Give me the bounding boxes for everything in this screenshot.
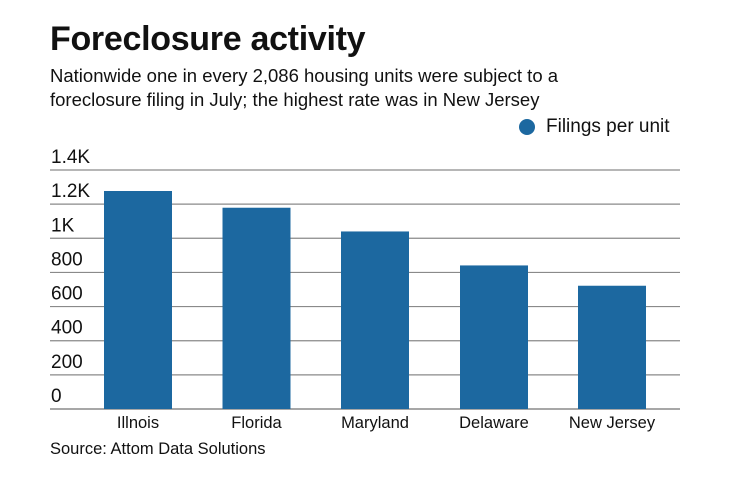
legend-label: Filings per unit xyxy=(546,116,670,137)
y-tick-label: 1.4K xyxy=(51,147,90,168)
legend: Filings per unit xyxy=(519,116,670,138)
x-tick-label: Maryland xyxy=(341,414,409,432)
bar-new-jersey xyxy=(578,285,646,409)
x-tick-label: Delaware xyxy=(459,414,529,432)
x-tick-label: Florida xyxy=(231,414,282,432)
y-tick-label: 0 xyxy=(51,386,62,407)
subtitle-line-1: Nationwide one in every 2,086 housing un… xyxy=(50,65,559,86)
y-tick-label: 400 xyxy=(51,318,83,339)
bar-illnois xyxy=(104,190,172,409)
x-tick-label: Illnois xyxy=(117,414,159,432)
y-tick-label: 800 xyxy=(51,249,83,270)
y-tick-label: 1K xyxy=(51,215,75,236)
subtitle-line-2: foreclosure filing in July; the highest … xyxy=(50,89,540,110)
y-tick-label: 1.2K xyxy=(51,181,90,202)
y-tick-label: 200 xyxy=(51,352,83,373)
source-note: Source: Attom Data Solutions xyxy=(50,440,266,458)
y-tick-label: 600 xyxy=(51,284,83,305)
chart-title: Foreclosure activity xyxy=(50,20,366,58)
legend-marker xyxy=(519,119,535,135)
bar-maryland xyxy=(341,231,409,409)
bar-florida xyxy=(222,207,291,409)
x-tick-label: New Jersey xyxy=(569,414,656,432)
bar-delaware xyxy=(460,265,528,409)
